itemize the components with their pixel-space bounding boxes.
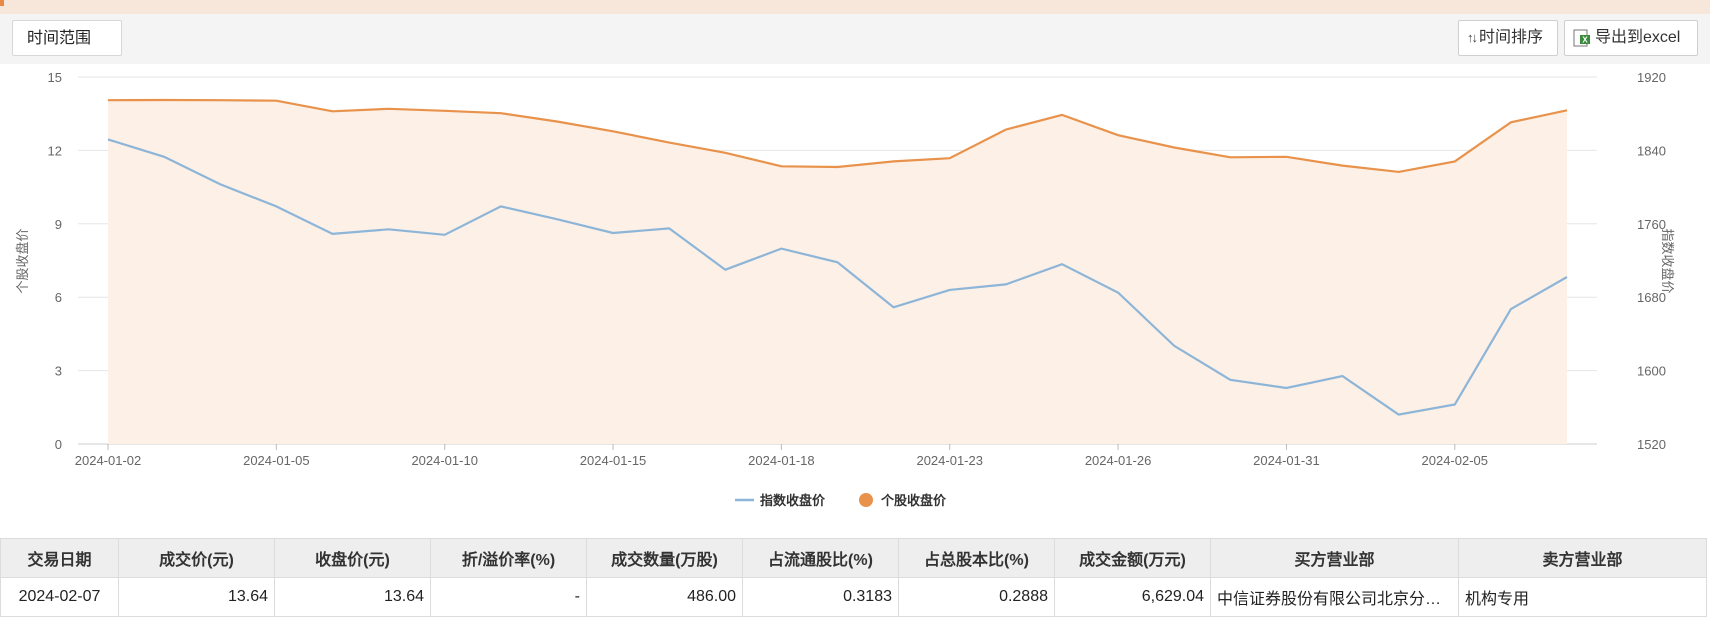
time-range-button[interactable]: 时间范围: [12, 20, 122, 56]
col-header-total-ratio[interactable]: 占总股本比(%): [898, 538, 1055, 578]
cell-volume: 486.00: [586, 577, 743, 617]
stock-close-line: [107, 98, 1568, 174]
y-left-tick-label: 0: [55, 437, 62, 452]
time-sort-label: 时间排序: [1479, 29, 1544, 46]
y-left-tick-label: 6: [55, 290, 62, 305]
export-excel-button[interactable]: X 导出到excel: [1564, 20, 1698, 56]
cell-total-ratio: 0.2888: [898, 577, 1055, 617]
col-header-close-price[interactable]: 收盘价(元): [274, 538, 431, 578]
title-accent: [0, 0, 4, 6]
y-left-tick-label: 15: [48, 70, 62, 85]
cell-buyer: 中信证券股份有限公司北京分公司: [1210, 577, 1459, 617]
excel-icon: X: [1573, 29, 1590, 47]
col-header-date[interactable]: 交易日期: [0, 538, 119, 578]
toolbar: 时间范围 ↑↓ 时间排序 X 导出到excel: [0, 14, 1710, 64]
svg-text:X: X: [1582, 36, 1588, 45]
col-header-premium-rate[interactable]: 折/溢价率(%): [430, 538, 587, 578]
y-right-tick-label: 1920: [1637, 70, 1666, 85]
stock-area-fill: [108, 100, 1567, 444]
sort-arrows-icon: ↑↓: [1467, 30, 1478, 45]
y-right-tick-label: 1520: [1637, 437, 1666, 452]
x-tick-label: 2024-01-26: [1085, 453, 1152, 468]
y-left-tick-label: 3: [55, 364, 62, 379]
x-tick-label: 2024-01-02: [75, 453, 142, 468]
x-tick-label: 2024-02-05: [1422, 453, 1489, 468]
block-trade-table: 交易日期 成交价(元) 收盘价(元) 折/溢价率(%) 成交数量(万股) 占流通…: [0, 538, 1707, 617]
table-header-row: 交易日期 成交价(元) 收盘价(元) 折/溢价率(%) 成交数量(万股) 占流通…: [0, 538, 1707, 578]
y-right-tick-label: 1840: [1637, 143, 1666, 158]
index-close-line: [107, 138, 1568, 416]
cell-close-price: 13.64: [274, 577, 431, 617]
chart-ticks: 0 3 6 9 12 15 1520 1600 1680 1760 1840 1920 2024-01-…: [48, 70, 1666, 468]
col-header-buyer[interactable]: 买方营业部: [1210, 538, 1459, 578]
col-header-seller[interactable]: 卖方营业部: [1458, 538, 1707, 578]
y-left-tick-label: 12: [48, 143, 62, 158]
x-tick-label: 2024-01-31: [1253, 453, 1320, 468]
y-right-tick-label: 1680: [1637, 290, 1666, 305]
x-tick-label: 2024-01-10: [411, 453, 478, 468]
col-header-amount[interactable]: 成交金额(万元): [1054, 538, 1211, 578]
y-right-tick-label: 1760: [1637, 217, 1666, 232]
cell-date: 2024-02-07: [0, 577, 119, 617]
x-tick-label: 2024-01-15: [580, 453, 647, 468]
col-header-deal-price[interactable]: 成交价(元): [118, 538, 275, 578]
chart-area-layer: [108, 100, 1567, 444]
cell-amount: 6,629.04: [1054, 577, 1211, 617]
y-right-tick-label: 1600: [1637, 364, 1666, 379]
export-excel-label: 导出到excel: [1595, 29, 1681, 46]
col-header-float-ratio[interactable]: 占流通股比(%): [742, 538, 899, 578]
x-tick-label: 2024-01-18: [748, 453, 815, 468]
y-axis-right-label: 指数收盘价: [1660, 228, 1675, 293]
price-chart: 0 3 6 9 12 15 1520 1600 1680 1760 1840 1920 2024-01-…: [15, 70, 1675, 508]
y-axis-left-label: 个股收盘价: [15, 228, 30, 293]
col-header-volume[interactable]: 成交数量(万股): [586, 538, 743, 578]
chart-line-layer: [107, 98, 1568, 416]
x-tick-label: 2024-01-05: [243, 453, 310, 468]
chart-legend: 指数收盘价 个股收盘价: [735, 493, 947, 508]
legend-stock-marker: [859, 493, 873, 507]
cell-deal-price: 13.64: [118, 577, 275, 617]
cell-seller: 机构专用: [1458, 577, 1707, 617]
table-row[interactable]: 2024-02-07 13.64 13.64 - 486.00 0.3183 0…: [0, 577, 1707, 617]
x-tick-label: 2024-01-23: [916, 453, 983, 468]
cell-premium-rate: -: [430, 577, 587, 617]
time-sort-button[interactable]: ↑↓ 时间排序: [1458, 20, 1558, 56]
y-left-tick-label: 9: [55, 217, 62, 232]
cell-float-ratio: 0.3183: [742, 577, 899, 617]
legend-stock-label[interactable]: 个股收盘价: [880, 493, 947, 508]
top-strip: [0, 0, 1710, 15]
legend-index-label[interactable]: 指数收盘价: [760, 493, 826, 508]
